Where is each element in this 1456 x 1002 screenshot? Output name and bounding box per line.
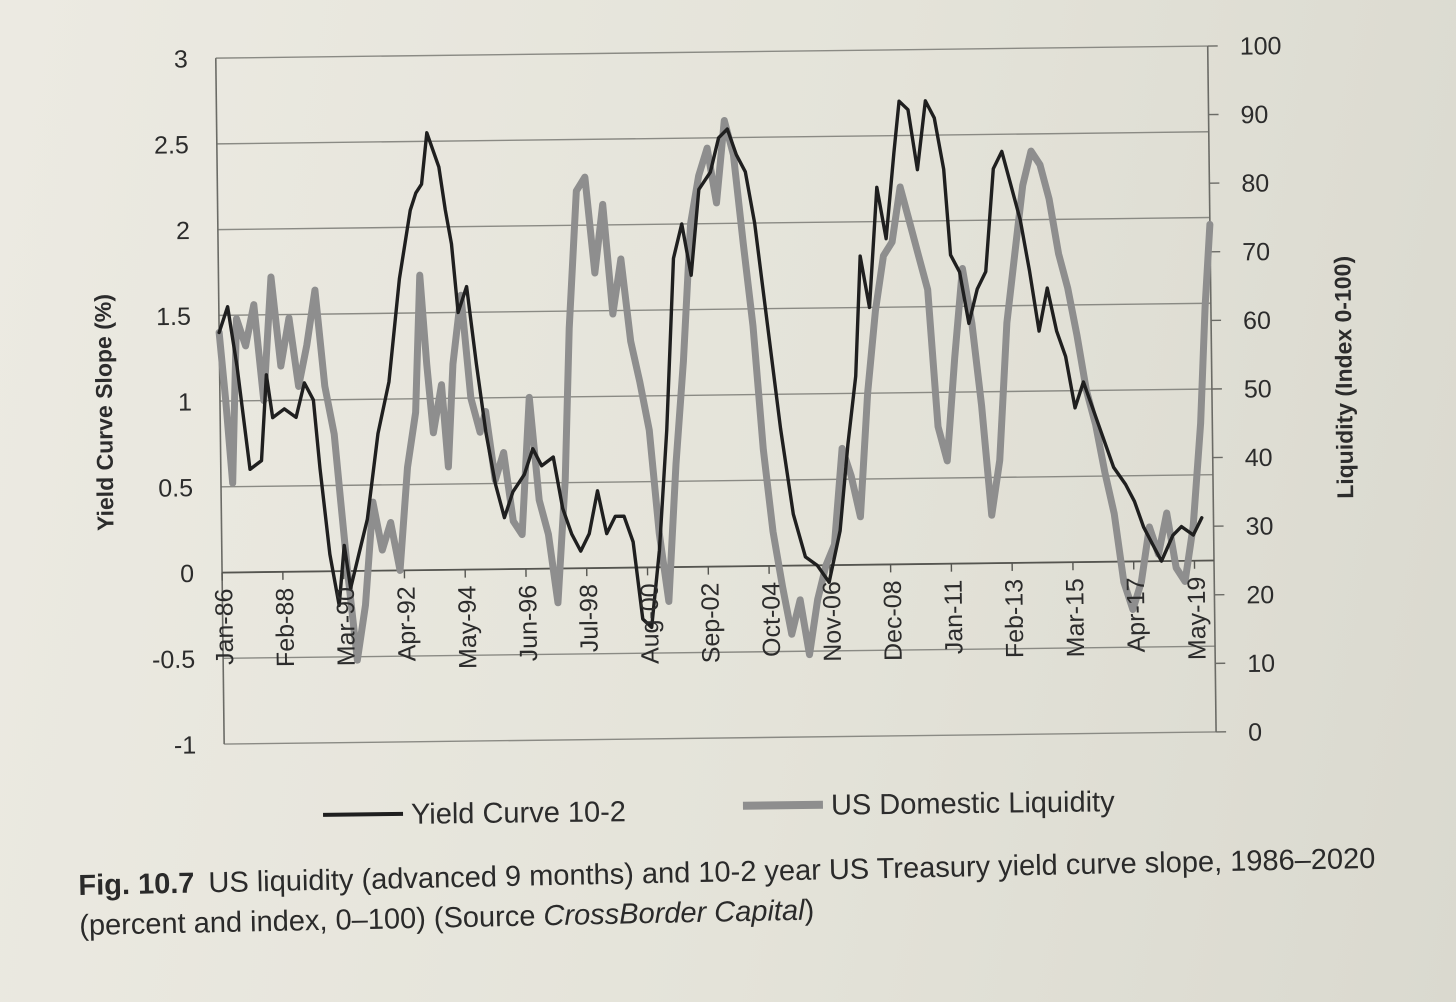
x-tick-label: Feb-88 (271, 588, 300, 668)
left-tick-label: 1 (178, 388, 192, 416)
x-tick-label: Oct-04 (757, 582, 786, 657)
x-tick-label: Apr-92 (393, 586, 422, 661)
right-tick-label: 70 (1242, 238, 1270, 266)
tick-labels: 32.521.510.50-0.5-1100908070605040302010… (90, 32, 1359, 760)
left-tick-label: 3 (174, 45, 188, 73)
gridline (216, 131, 1209, 145)
x-tick-label: May-94 (453, 585, 482, 669)
right-tick-label: 80 (1241, 169, 1269, 197)
right-tick-label: 20 (1246, 581, 1274, 609)
x-tick-label: Jan-11 (940, 579, 969, 654)
right-tick-label: 10 (1247, 650, 1275, 678)
gridline (219, 388, 1212, 402)
x-tick-label: Sep-02 (696, 582, 725, 663)
right-axis-title: Liquidity (Index 0-100) (1329, 256, 1358, 499)
x-tick-label: Jun-96 (514, 585, 543, 662)
series (215, 99, 1214, 664)
left-tick-label: -0.5 (152, 646, 195, 675)
right-tick-label: 60 (1243, 307, 1271, 335)
right-tick-label: 100 (1240, 32, 1282, 61)
gridline (218, 302, 1211, 317)
left-axis-title: Yield Curve Slope (%) (90, 294, 119, 531)
legend-label-liquidity: US Domestic Liquidity (831, 786, 1116, 821)
gridline (221, 474, 1213, 488)
legend-swatch-yield-curve (323, 811, 404, 817)
chart: 32.521.510.50-0.5-1100908070605040302010… (90, 32, 1359, 831)
legend-swatch-liquidity (742, 800, 824, 810)
right-tick-label: 40 (1245, 444, 1273, 472)
x-tick-label: Aug-00 (636, 583, 665, 664)
figure-number: Fig. 10.7 (78, 867, 195, 902)
caption-close: ) (804, 894, 815, 927)
right-tick-label: 90 (1240, 101, 1268, 129)
series-line-liquidity (215, 117, 1214, 664)
x-tick-label: May-19 (1183, 577, 1212, 661)
right-tick-label: 30 (1245, 512, 1273, 540)
chart-plot: 32.521.510.50-0.5-1100908070605040302010… (90, 32, 1359, 831)
gridline (215, 45, 1208, 59)
caption-source: CrossBorder Capital (543, 894, 805, 933)
left-tick-label: 2 (176, 217, 190, 245)
gridline (223, 645, 1216, 660)
x-axis-line (222, 559, 1215, 574)
right-tick-label: 50 (1244, 375, 1272, 403)
left-tick-label: 1.5 (156, 303, 191, 331)
series-line-yield-curve (217, 99, 1204, 630)
right-tick-label: 0 (1248, 718, 1262, 746)
gridline (217, 216, 1210, 231)
x-tick-label: Dec-08 (879, 580, 908, 661)
axes (214, 45, 1227, 745)
left-tick-label: -1 (174, 731, 197, 759)
x-tick-label: Mar-90 (332, 587, 361, 667)
left-axis-line (214, 58, 225, 745)
x-tick-label: Nov-06 (818, 581, 847, 662)
x-tick-label: Feb-13 (1000, 579, 1029, 659)
left-tick-label: 0.5 (158, 474, 193, 502)
x-tick-label: Apr-17 (1122, 577, 1151, 652)
x-tick-label: Jan-86 (210, 588, 239, 665)
left-tick-label: 0 (180, 560, 194, 588)
legend-label-yield-curve: Yield Curve 10-2 (411, 796, 626, 831)
legend: Yield Curve 10-2 US Domestic Liquidity (323, 786, 1116, 831)
gridline (224, 731, 1217, 745)
left-tick-label: 2.5 (154, 131, 189, 159)
x-tick-label: Jul-98 (575, 584, 604, 652)
x-tick-label: Mar-15 (1061, 578, 1090, 658)
